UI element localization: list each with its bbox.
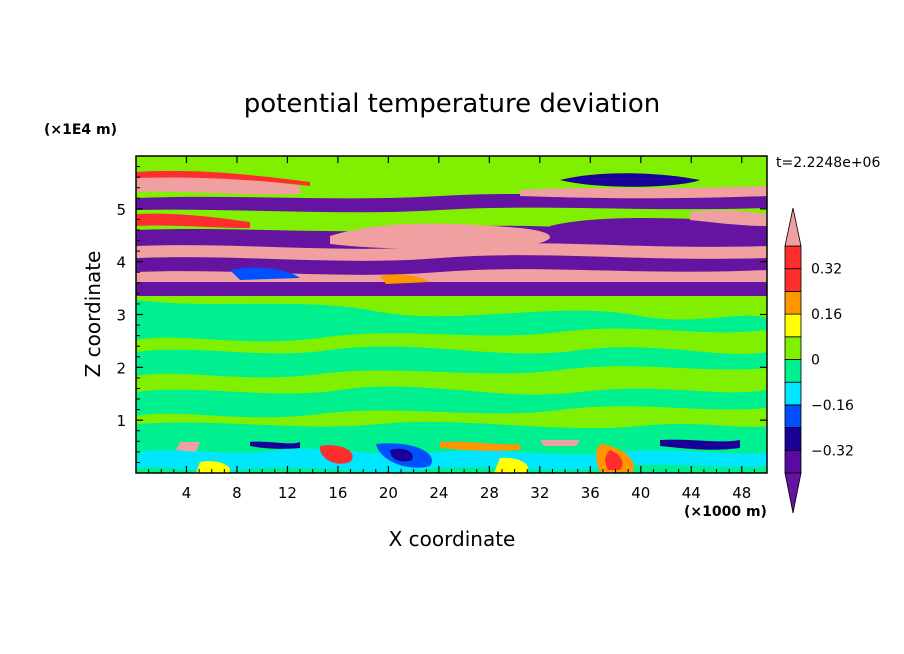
x-tick-label: 28 xyxy=(480,484,499,502)
x-axis: 4 8 12 16 20 24 28 32 36 40 44 48 xyxy=(148,156,755,502)
colorbar-over-arrow xyxy=(784,207,802,247)
colorbar: 0.32 0.16 0 −0.16 −0.32 xyxy=(784,207,854,514)
x-tick-label: 44 xyxy=(682,484,701,502)
y-axis-label: Z coordinate xyxy=(81,251,105,378)
x-unit-label: (×1000 m) xyxy=(684,504,767,520)
lower-texture xyxy=(136,300,767,440)
x-tick-label: 36 xyxy=(581,484,600,502)
y-unit-label: (×1E4 m) xyxy=(44,122,117,138)
colorbar-label: 0 xyxy=(811,353,820,369)
colorbar-band xyxy=(784,381,802,406)
y-tick-label: 1 xyxy=(116,412,126,430)
colorbar-band xyxy=(784,449,802,474)
x-tick-label: 16 xyxy=(328,484,347,502)
chart-title: potential temperature deviation xyxy=(244,89,660,119)
colorbar-label: 0.32 xyxy=(811,262,842,278)
colorbar-band xyxy=(784,268,802,292)
x-axis-label: X coordinate xyxy=(389,527,516,551)
x-tick-label: 40 xyxy=(631,484,650,502)
colorbar-band xyxy=(784,359,802,383)
x-tick-label: 20 xyxy=(379,484,398,502)
colorbar-label: 0.16 xyxy=(811,307,842,323)
colorbar-band xyxy=(784,404,802,428)
colorbar-band xyxy=(784,313,802,338)
surface-layer xyxy=(136,439,767,473)
y-tick-label: 3 xyxy=(116,307,126,325)
colorbar-label: −0.16 xyxy=(811,398,854,414)
y-tick-label: 4 xyxy=(116,254,126,272)
colorbar-under-arrow xyxy=(784,472,802,514)
plot-area xyxy=(136,156,767,473)
colorbar-band xyxy=(784,245,802,270)
upper-layers xyxy=(136,170,767,296)
x-tick-label: 32 xyxy=(530,484,549,502)
colorbar-band xyxy=(784,427,802,451)
x-tick-label: 4 xyxy=(182,484,192,502)
colorbar-band xyxy=(784,336,802,360)
colorbar-label: −0.32 xyxy=(811,443,854,459)
x-tick-label: 24 xyxy=(429,484,448,502)
x-tick-label: 48 xyxy=(732,484,751,502)
x-tick-label: 8 xyxy=(232,484,242,502)
y-tick-label: 5 xyxy=(116,201,126,219)
y-axis: 1 2 3 4 5 xyxy=(116,166,767,463)
colorbar-band xyxy=(784,290,802,315)
time-label: t=2.2248e+06 xyxy=(776,155,880,171)
x-tick-label: 12 xyxy=(278,484,297,502)
y-tick-label: 2 xyxy=(116,359,126,377)
